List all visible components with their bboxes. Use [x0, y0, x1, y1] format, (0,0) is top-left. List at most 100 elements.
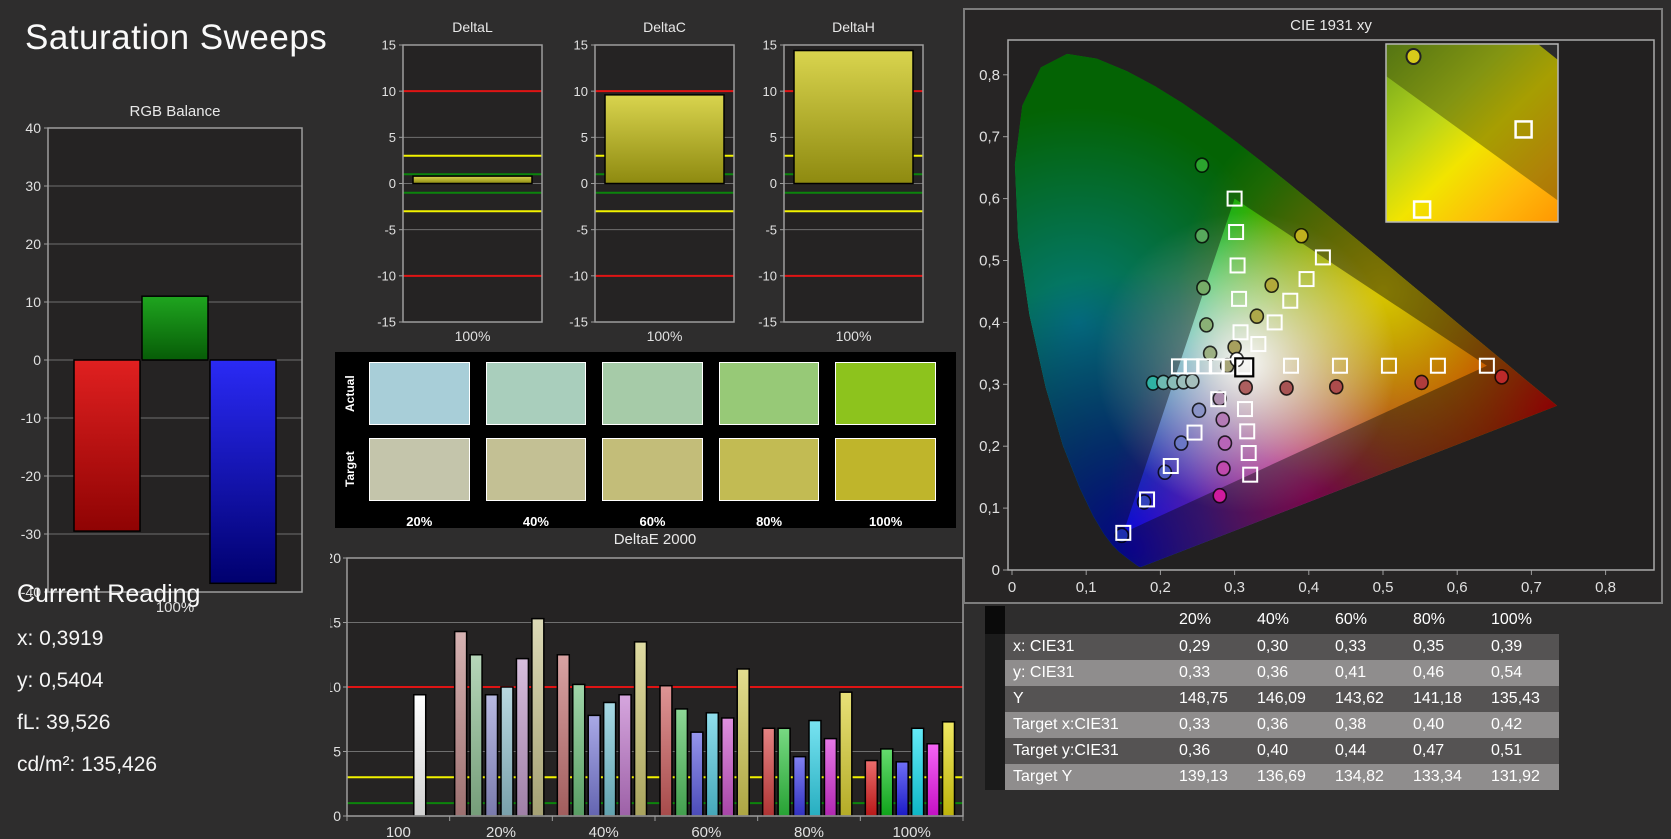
delta-e-bar	[602, 701, 617, 817]
current-reading-title: Current Reading	[17, 580, 201, 608]
cie-target-square	[1429, 357, 1446, 374]
svg-text:5: 5	[581, 130, 588, 145]
table-cell: 0,44	[1325, 738, 1403, 764]
svg-text:-15: -15	[758, 315, 777, 330]
delta-e-bar	[469, 654, 483, 817]
swatch-row-actual: Actual	[339, 362, 944, 425]
delta-e-bar	[500, 686, 514, 817]
svg-text:RGB Balance: RGB Balance	[130, 103, 221, 120]
svg-text:DeltaL: DeltaL	[452, 19, 493, 35]
delta-e-bar	[761, 727, 776, 817]
svg-text:DeltaE 2000: DeltaE 2000	[614, 531, 697, 548]
table-row-label: Y	[1005, 686, 1169, 712]
delta-e-bar	[941, 721, 956, 817]
delta-e-bar	[413, 693, 427, 817]
rgb_balance-bar-green	[141, 295, 209, 361]
delta-e-bar	[674, 708, 689, 817]
cie-measurement-circle	[1215, 411, 1231, 428]
svg-text:10: 10	[763, 84, 777, 99]
delta-e-bar	[572, 683, 586, 817]
table-row: y: CIE31 0,33 0,36 0,41 0,46 0,54	[985, 660, 1559, 686]
svg-text:60%: 60%	[691, 824, 721, 839]
inset-measurement-circle	[1405, 47, 1422, 65]
svg-text:100%: 100%	[836, 328, 872, 344]
svg-text:-10: -10	[569, 269, 588, 284]
svg-text:0,8: 0,8	[1595, 579, 1616, 596]
cie-target-square	[1298, 271, 1315, 288]
delta-e-bar	[721, 717, 735, 817]
cie-target-square	[1228, 224, 1245, 241]
delta-e-bar	[690, 731, 704, 817]
cie-measurement-circle	[1279, 380, 1294, 396]
svg-text:0: 0	[992, 562, 1000, 579]
table-cell: 0,36	[1247, 712, 1325, 738]
svg-text:-5: -5	[384, 222, 396, 237]
svg-text:DeltaH: DeltaH	[832, 19, 875, 35]
table-cell: 133,34	[1403, 764, 1481, 790]
cie-zoom-inset	[1385, 43, 1559, 223]
swatch-row-target: Target	[339, 438, 944, 501]
svg-text:-40: -40	[21, 584, 41, 600]
color-swatch	[602, 438, 703, 501]
svg-text:0,6: 0,6	[1447, 579, 1468, 596]
delta-e-bar	[880, 748, 894, 817]
color-swatch	[485, 362, 587, 425]
cie-target-square	[1229, 257, 1246, 274]
table-row: x: CIE31 0,29 0,30 0,33 0,35 0,39	[985, 634, 1559, 660]
svg-text:0,3: 0,3	[979, 376, 1000, 393]
table-cell: 0,40	[1247, 738, 1325, 764]
saturation-swatch-panel: Actual Target 20% 40% 60% 80% 100%	[335, 352, 956, 529]
cie-target-square	[1239, 423, 1256, 440]
cie-target-square	[1236, 401, 1253, 418]
svg-text:-15: -15	[377, 315, 396, 330]
svg-text:15: 15	[574, 38, 588, 53]
table-column-header: 40%	[1257, 611, 1290, 628]
cie-target-square	[1242, 466, 1259, 483]
table-cell: 0,47	[1403, 738, 1481, 764]
svg-text:CIE 1931 xy: CIE 1931 xy	[1290, 17, 1372, 34]
svg-text:-15: -15	[569, 315, 588, 330]
svg-text:20%: 20%	[486, 824, 516, 839]
svg-text:-5: -5	[765, 222, 777, 237]
delta-e-bar	[808, 719, 822, 817]
cie-target-square	[1478, 357, 1495, 374]
cie-measurement-circle	[1294, 227, 1309, 244]
svg-text:10: 10	[382, 84, 396, 99]
delta-e-bar	[531, 617, 545, 817]
svg-text:-10: -10	[21, 410, 41, 426]
svg-text:100%: 100%	[156, 599, 194, 616]
table-header-row: 20% 40% 60% 80% 100%	[985, 606, 1559, 634]
table-cell: 0,40	[1403, 712, 1481, 738]
delta_c-bar-bar	[604, 94, 725, 185]
svg-text:-5: -5	[576, 222, 588, 237]
table-cell: 0,35	[1403, 634, 1481, 660]
svg-text:80%: 80%	[794, 824, 824, 839]
cie-1931-chart: CIE 1931 xy 0 0,1 0,2 0,3 0,4 0,5 0,6 0,7 0,8 0 0,1…	[979, 17, 1655, 596]
cie-target-square	[1331, 357, 1348, 374]
svg-text:10: 10	[574, 84, 588, 99]
cie-target-square	[1240, 445, 1257, 462]
color-swatch	[369, 362, 470, 425]
swatch-column-label: 20%	[406, 514, 433, 529]
svg-text:15: 15	[382, 38, 396, 53]
cie-measurement-circle	[1227, 339, 1242, 355]
cie-target-square	[1314, 249, 1331, 266]
svg-text:0,7: 0,7	[1521, 579, 1542, 596]
svg-text:100%: 100%	[892, 824, 930, 839]
svg-text:0: 0	[581, 176, 588, 191]
cie-target-square	[1196, 358, 1213, 375]
cie-measurement-circle	[1202, 345, 1218, 362]
cie-measurement-circle	[1194, 227, 1210, 244]
table-cell: 0,42	[1481, 712, 1559, 738]
delta-c-chart: DeltaC -15 -10 -5 0 5 10 15 100%	[569, 19, 735, 344]
cie-target-square	[1380, 357, 1397, 374]
table-row: Target y:CIE31 0,36 0,40 0,44 0,47 0,51	[985, 738, 1559, 764]
cie-measurement-circle	[1217, 435, 1233, 451]
delta-e-bar	[705, 712, 720, 817]
swatch-column-label: 40%	[522, 514, 549, 529]
svg-text:0: 0	[770, 176, 777, 191]
cie-measurement-circle	[1191, 402, 1207, 419]
table-row: Target Y 139,13 136,69 134,82 133,34 131,92	[985, 764, 1559, 790]
svg-text:0,2: 0,2	[1150, 579, 1171, 596]
cie-target-square	[1162, 458, 1179, 475]
